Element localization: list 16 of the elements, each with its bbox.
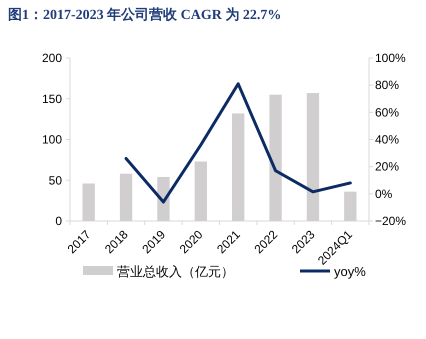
y-tick-label: 50 — [48, 173, 62, 188]
y-tick-label: 200 — [42, 51, 62, 65]
y-tick-label: 0 — [55, 214, 62, 228]
legend-label: yoy% — [334, 264, 366, 279]
y-tick-label: 100 — [42, 132, 62, 146]
y2-tick-label: 20% — [375, 160, 400, 174]
line-series — [124, 82, 352, 204]
legend-label: 营业总收入（亿元） — [117, 264, 234, 279]
y2-tick-label: 80% — [375, 78, 400, 92]
y2-tick-label: 60% — [375, 105, 400, 120]
y2-tick-label: −20% — [375, 214, 406, 228]
y2-tick-label: 100% — [375, 51, 406, 65]
y-tick-label: 150 — [42, 92, 62, 106]
y2-tick-label: 40% — [375, 132, 400, 146]
y2-tick-label: 0% — [375, 186, 393, 201]
chart-title: 图1：2017-2023 年公司营收 CAGR 为 22.7% — [8, 7, 282, 23]
